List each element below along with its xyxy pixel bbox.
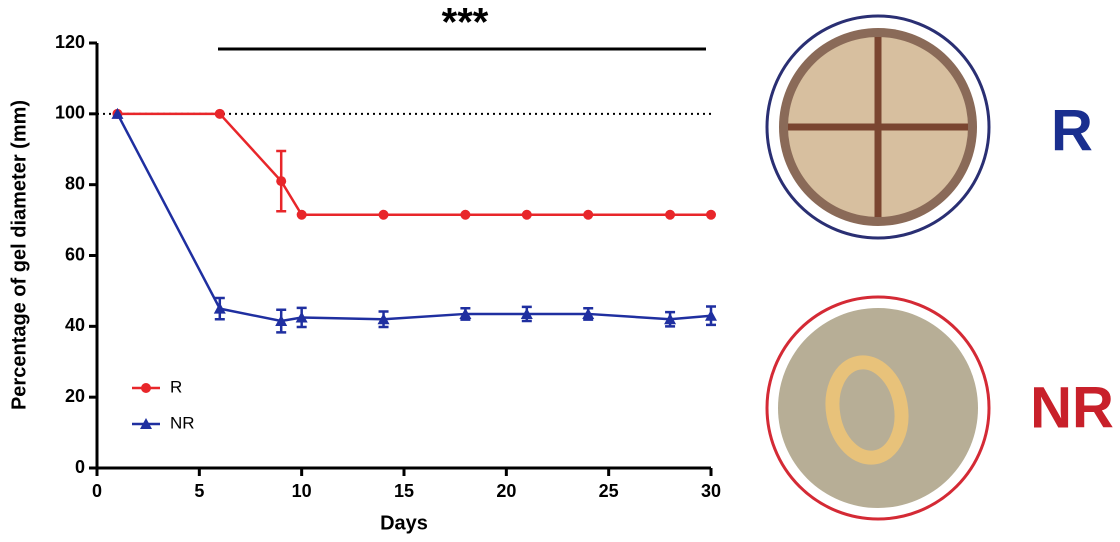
y-tick-label: 100	[55, 103, 85, 123]
data-point	[665, 210, 675, 220]
photo-label: R	[1051, 98, 1093, 163]
data-point	[460, 210, 470, 220]
series-line	[117, 114, 711, 215]
x-tick-label: 30	[701, 481, 721, 501]
y-tick-label: 60	[65, 244, 85, 264]
series-line	[117, 114, 711, 321]
legend-label: NR	[170, 413, 195, 432]
x-tick-label: 0	[92, 481, 102, 501]
x-tick-label: 5	[194, 481, 204, 501]
y-tick-label: 0	[75, 457, 85, 477]
data-point	[522, 210, 532, 220]
photo-nr	[767, 297, 989, 519]
figure: *** Days Percentage of gel diameter (mm)…	[0, 0, 1120, 542]
significance: ***	[442, 1, 489, 45]
y-axis-title: Percentage of gel diameter (mm)	[8, 100, 30, 410]
data-point	[583, 210, 593, 220]
photo-label: NR	[1030, 375, 1114, 440]
data-point	[214, 303, 226, 314]
y-tick-label: 80	[65, 173, 85, 193]
legend-marker	[141, 383, 151, 393]
x-tick-label: 10	[292, 481, 312, 501]
x-tick-label: 15	[394, 481, 414, 501]
legend-label: R	[170, 377, 182, 396]
data-point	[379, 210, 389, 220]
data-point	[215, 109, 225, 119]
x-tick-label: 25	[599, 481, 619, 501]
data-point	[706, 210, 716, 220]
y-tick-label: 20	[65, 386, 85, 406]
y-tick-label: 120	[55, 32, 85, 52]
x-axis-title: Days	[380, 512, 428, 534]
y-tick-label: 40	[65, 315, 85, 335]
data-point	[276, 176, 286, 186]
x-tick-label: 20	[496, 481, 516, 501]
data-point	[297, 210, 307, 220]
photo-r	[767, 16, 989, 238]
